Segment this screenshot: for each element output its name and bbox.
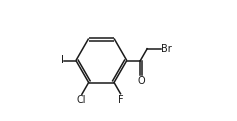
- Text: I: I: [61, 56, 64, 65]
- Text: Br: Br: [161, 44, 172, 54]
- Text: Cl: Cl: [77, 95, 86, 106]
- Text: F: F: [118, 95, 124, 105]
- Text: O: O: [138, 76, 145, 86]
